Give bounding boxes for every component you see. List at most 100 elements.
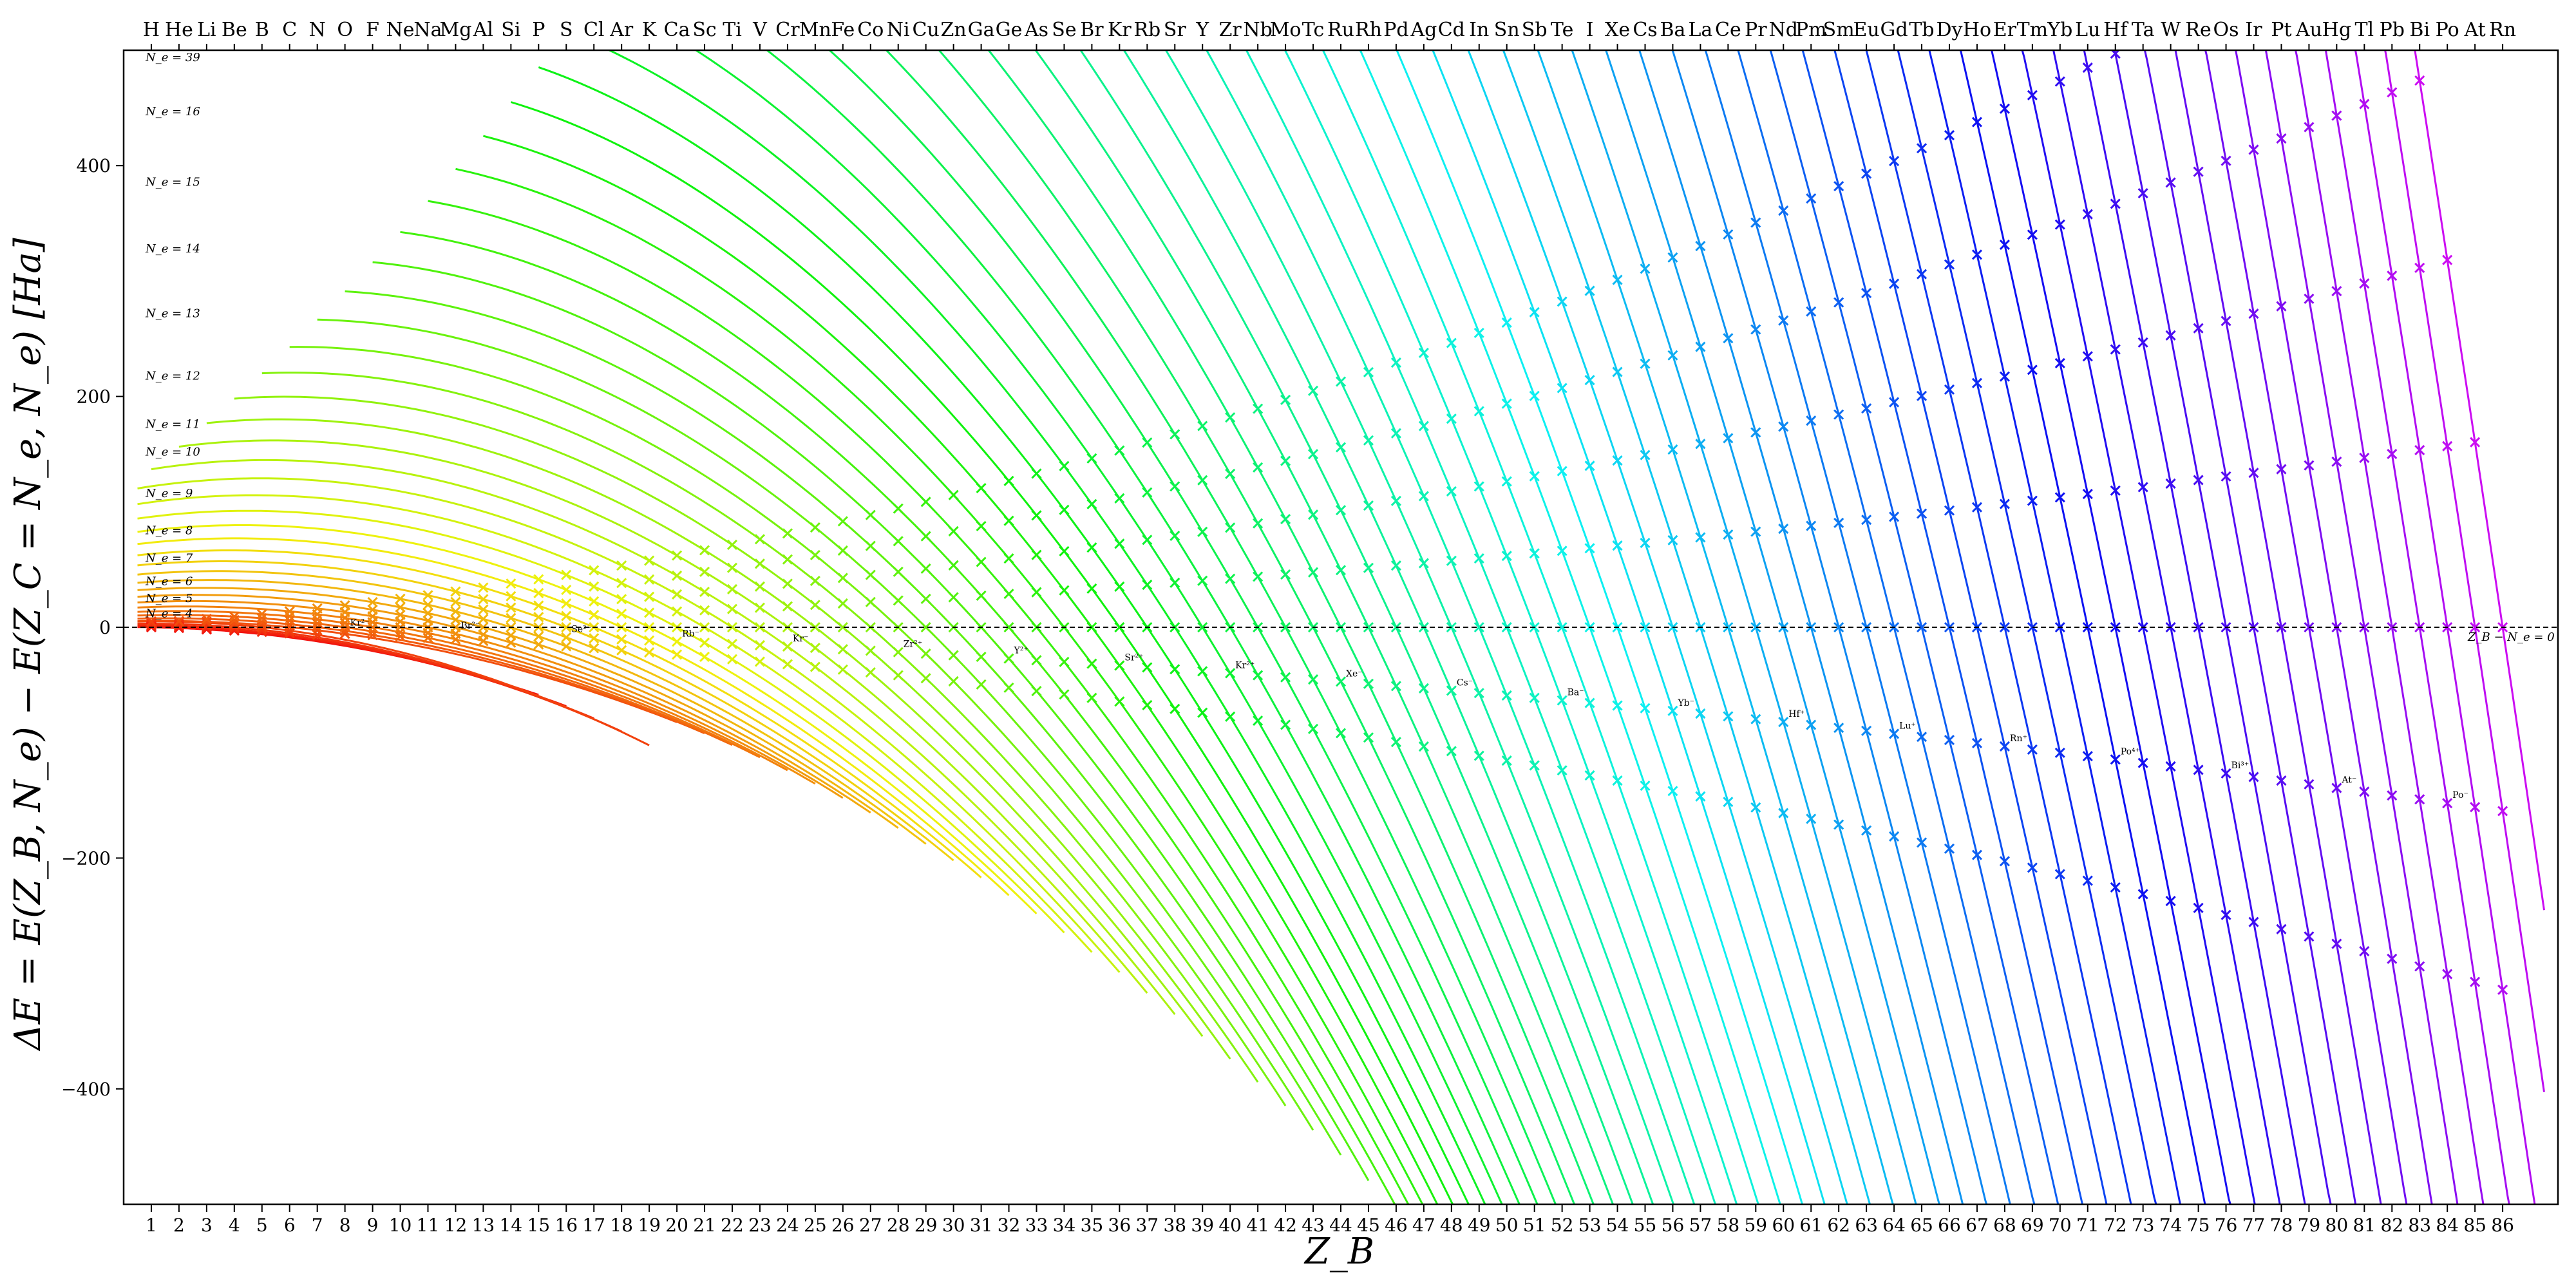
data-point-marker	[616, 594, 627, 605]
element-symbol-label: At	[2464, 19, 2486, 41]
data-point-marker	[450, 621, 461, 633]
curve-label: N_e = 10	[145, 446, 200, 459]
data-point-marker	[1307, 509, 1319, 520]
x-tick-label: 22	[721, 1215, 744, 1236]
data-point-marker	[2276, 775, 2287, 786]
data-point-marker	[1335, 728, 1347, 739]
data-point-marker	[2442, 440, 2453, 451]
data-point-marker	[2470, 621, 2481, 633]
data-point-marker	[2304, 931, 2315, 942]
data-point-marker	[1916, 621, 1927, 633]
data-point-marker	[1778, 717, 1789, 728]
data-point-marker	[229, 611, 240, 622]
data-point-marker	[837, 573, 848, 583]
data-point-marker	[1861, 825, 1872, 836]
data-point-marker	[1031, 587, 1042, 598]
data-point-marker	[1031, 655, 1042, 666]
element-symbol-label: Sm	[1823, 19, 1855, 41]
data-point-marker	[1225, 412, 1236, 423]
series-line-ne-84	[2354, 50, 2536, 1204]
x-tick-label: 79	[2298, 1215, 2321, 1236]
x-tick-label: 64	[1882, 1215, 1906, 1236]
element-symbol-label: Rn	[2489, 19, 2516, 41]
x-tick-label: 60	[1772, 1215, 1795, 1236]
data-point-marker	[616, 645, 627, 656]
x-tick-label: 30	[942, 1215, 965, 1236]
x-tick-label: 38	[1163, 1215, 1186, 1236]
data-point-marker	[2193, 475, 2204, 486]
data-point-marker	[1003, 553, 1014, 564]
element-symbol-label: Si	[501, 19, 520, 41]
data-point-marker	[1307, 723, 1319, 734]
data-point-marker	[1971, 737, 1983, 748]
data-point-marker	[837, 598, 848, 609]
data-point-marker	[2165, 761, 2176, 772]
data-point-marker	[2027, 621, 2038, 633]
data-point-marker	[1916, 837, 1927, 848]
x-tick-label: 51	[1523, 1215, 1546, 1236]
data-point-marker	[2221, 316, 2231, 327]
x-tick-label: 45	[1357, 1215, 1380, 1236]
element-symbol-label: Cl	[583, 19, 605, 41]
element-symbol-label: Sn	[1494, 19, 1520, 41]
data-point-marker	[1031, 510, 1042, 521]
y-tick-label: 0	[99, 617, 111, 638]
data-point-marker	[1557, 466, 1567, 477]
element-symbol-label: Bi	[2409, 19, 2430, 41]
data-point-marker	[1114, 660, 1125, 671]
data-point-marker	[1667, 350, 1678, 361]
data-point-marker	[1971, 377, 1983, 388]
data-point-marker	[1584, 460, 1595, 471]
x-tick-label: 69	[2021, 1215, 2044, 1236]
data-point-marker	[1390, 621, 1401, 633]
data-point-marker	[1335, 505, 1347, 516]
data-point-marker	[450, 606, 461, 617]
element-symbol-label: Co	[857, 19, 884, 41]
data-point-marker	[1003, 682, 1014, 693]
x-tick-label: 12	[444, 1215, 468, 1236]
data-point-marker	[893, 503, 904, 514]
data-point-marker	[1197, 526, 1208, 537]
data-point-marker	[2054, 76, 2065, 87]
data-point-marker	[726, 638, 738, 650]
data-point-marker	[837, 664, 848, 675]
data-point-marker	[1612, 775, 1623, 786]
data-point-marker	[1142, 662, 1153, 673]
element-symbol-label: H	[143, 19, 160, 41]
data-point-marker	[726, 539, 738, 551]
data-point-marker	[2027, 744, 2038, 755]
element-symbol-label: Eu	[1853, 19, 1880, 41]
element-symbol-label: P	[532, 19, 545, 41]
data-point-marker	[2137, 889, 2148, 900]
data-point-marker	[976, 556, 987, 567]
x-tick-label: 84	[2436, 1215, 2459, 1236]
data-point-marker	[2221, 471, 2231, 482]
data-point-marker	[2221, 155, 2231, 166]
data-point-marker	[2442, 254, 2453, 265]
data-point-marker	[1170, 577, 1180, 589]
data-point-marker	[1114, 621, 1125, 633]
point-label: Lu⁺	[1899, 721, 1916, 731]
data-point-marker	[893, 536, 904, 547]
data-point-marker	[2110, 621, 2121, 633]
data-point-marker	[2027, 862, 2038, 873]
data-point-marker	[726, 603, 738, 614]
data-point-marker	[173, 616, 184, 627]
data-point-marker	[1142, 487, 1153, 498]
point-label: Se²⁻	[571, 625, 591, 635]
data-point-marker	[1059, 504, 1070, 515]
data-point-marker	[395, 593, 406, 604]
data-point-marker	[2470, 437, 2481, 448]
data-point-marker	[1446, 486, 1457, 497]
x-tick-label: 36	[1108, 1215, 1132, 1236]
data-point-marker	[1806, 520, 1817, 531]
data-point-marker	[2054, 747, 2065, 759]
data-point-marker	[533, 587, 544, 599]
x-tick-label: 16	[554, 1215, 578, 1236]
data-point-marker	[1446, 685, 1457, 696]
data-point-marker	[976, 679, 987, 690]
x-tick-label: 46	[1385, 1215, 1408, 1236]
data-point-marker	[395, 631, 406, 642]
data-point-marker	[1640, 450, 1651, 460]
x-tick-label: 27	[859, 1215, 882, 1236]
